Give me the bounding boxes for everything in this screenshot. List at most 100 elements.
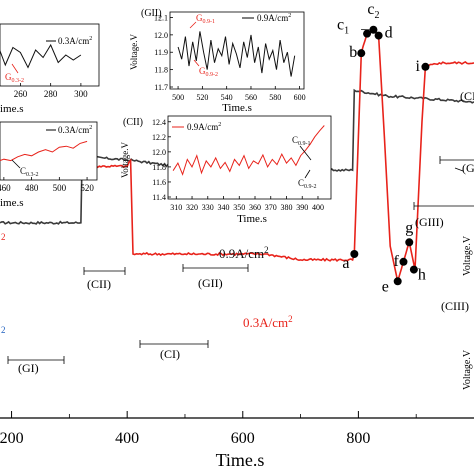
CII-x-tick-label: 360: [249, 203, 261, 212]
inset-gii-legend: 0.9A/cm2: [257, 13, 291, 23]
point-marker-g: [405, 238, 414, 247]
point-marker-b: [357, 49, 366, 58]
inset-cii-legend-text: 0.9A/cm: [187, 122, 218, 132]
bracket-ci: [139, 340, 209, 348]
GII-y-tick-label: 11.8: [154, 66, 168, 75]
inset-top-left-legend: 0.3A/cm2: [58, 36, 92, 46]
left-mid-x-tick-label: 500: [53, 183, 67, 193]
inset-cii-annotation-2-arrow: [304, 169, 311, 179]
inset-left-middle-annotation-main: C: [20, 166, 26, 176]
GII-x-tick-label: 560: [245, 93, 257, 102]
main-x-tick-label: 400: [115, 430, 139, 447]
left-mid-x-tick-label: 520: [80, 183, 94, 193]
inset-gii-annotation-1: G0.9-1: [196, 13, 215, 25]
main-x-tick-label: 800: [346, 430, 370, 447]
inset-gii-frame: [169, 11, 305, 90]
point-label-h: h: [418, 267, 426, 284]
top-left-x-tick-label: 300: [74, 89, 88, 99]
CII-x-tick-label: 390: [296, 203, 308, 212]
CII-y-tick-label: 12.4: [152, 118, 166, 127]
CII-series-line: [172, 125, 325, 176]
inset-gii-y-label: Voltage.V: [129, 33, 139, 70]
inset-gii-legend-sup: 2: [288, 13, 291, 19]
inset-gii-annotation-2-arrow: [193, 59, 200, 67]
point-label-d: d: [385, 25, 393, 42]
GII-x-tick-label: 500: [172, 93, 184, 102]
region-brackets: [7, 156, 474, 364]
inset-cii-annotation-1: C0.9-1: [292, 135, 311, 147]
CII-x-tick-label: 330: [202, 203, 214, 212]
inset-left-middle-legend-sup: 2: [89, 125, 92, 131]
CII-x-tick-label: 350: [233, 203, 245, 212]
point-label-b: b: [349, 44, 357, 61]
inset-cii-annotation-2-main: C: [298, 178, 304, 188]
right-axis-label-upper: Voltage.V: [462, 235, 473, 276]
inset-cii-ticks: 310 320 330 340 350 360 370 380 390 400 11.4 11.6 11…: [152, 118, 324, 212]
series-label-09: 0.9A/cm2: [219, 245, 269, 261]
bracket-gi: [7, 356, 65, 364]
inset-left-middle-series: [0, 140, 88, 162]
point-marker-a: [350, 250, 359, 258]
GII-y-tick-label: 11.9: [154, 48, 168, 57]
inset-left-middle: 460 480 500 520 0.3A/cm2 C0.3-2 ime.s: [0, 121, 98, 209]
inset-cii-legend: 0.9A/cm2: [187, 122, 221, 132]
inset-top-left-annotation: G0.3-2: [5, 72, 24, 84]
top-left-series-line: [0, 43, 82, 69]
inset-gii-annotation-1-main: G: [196, 13, 203, 23]
GII-x-tick-label: 600: [294, 93, 306, 102]
series-label-03: 0.3A/cm2: [243, 314, 293, 330]
inset-cii-x-label: Time.s: [237, 213, 267, 225]
CII-x-tick-label: 310: [170, 203, 182, 212]
inset-left-middle-ticks: 460 480 500 520: [0, 177, 94, 193]
point-marker-f: [399, 257, 408, 266]
point-marker-h: [409, 265, 418, 274]
CII-x-tick-label: 380: [280, 203, 292, 212]
inset-cii: 310 320 330 340 350 360 370 380 390 400 11.4 11.6 11…: [120, 115, 332, 225]
region-label-cii: (CII): [87, 277, 111, 291]
main-x-tick-label: 600: [231, 430, 255, 447]
region-label-ciii: (CIII): [441, 299, 469, 313]
inset-top-left: 260 280 300 0.3A/cm2 G0.3-2 ime.s: [0, 23, 100, 115]
inset-left-middle-x-label: ime.s: [0, 197, 24, 209]
inset-top-left-x-label: ime.s: [0, 103, 24, 115]
point-label-e: e: [382, 278, 389, 295]
top-left-x-tick-label: 280: [44, 89, 58, 99]
CII-x-tick-label: 370: [265, 203, 277, 212]
inset-cii-panel-label: (CII): [123, 117, 143, 128]
inset-cii-legend-sup: 2: [218, 122, 221, 128]
GII-y-tick-label: 11.7: [154, 83, 168, 92]
inset-cii-annotation-1-main: C: [292, 135, 298, 145]
point-label-g: g: [405, 219, 413, 236]
GII-y-tick-label: 12.1: [154, 13, 168, 22]
inset-cii-frame: [167, 115, 332, 200]
inset-cii-annotation-1-arrow: [299, 145, 312, 161]
point-marker-e: [393, 277, 402, 286]
inset-left-middle-annotation-sub: 0.3-2: [26, 172, 39, 178]
point-marker-c2: [369, 25, 378, 34]
inset-gii-annotation-2: G0.9-2: [199, 66, 218, 78]
CII-x-tick-label: 400: [312, 203, 324, 212]
inset-gii-panel-label: (GII): [141, 8, 162, 19]
inset-gii-series: [177, 31, 296, 77]
GII-y-tick-label: 12.0: [154, 31, 168, 40]
point-label-f: f: [393, 253, 399, 270]
series-label-09-text: 0.9A/cm: [219, 246, 264, 261]
inset-left-middle-annotation-arrow: [11, 159, 21, 169]
region-label-gii: (GII): [198, 276, 223, 290]
CII-x-tick-label: 340: [218, 203, 230, 212]
inset-gii-annotation-1-arrow: [189, 21, 197, 29]
left-mid-series-line: [0, 140, 88, 162]
main-x-axis-label: Time.s: [216, 450, 265, 470]
inset-top-left-annotation-sub: 0.3-2: [12, 78, 25, 84]
gii-arrow: [454, 167, 464, 172]
CII-y-tick-label: 11.4: [152, 193, 166, 202]
CII-y-tick-label: 11.8: [152, 163, 166, 172]
series-label-03-sup: 2: [288, 314, 293, 324]
CII-y-tick-label: 12.2: [152, 133, 166, 142]
bracket-cii: [83, 267, 126, 275]
GII-x-tick-label: 540: [221, 93, 233, 102]
region-label-giii: (GIII): [415, 215, 444, 229]
main-x-ticks: 200 400 600 800: [0, 411, 417, 447]
inset-top-left-ticks: 260 280 300: [14, 83, 88, 99]
inset-top-left-series: [0, 43, 82, 69]
